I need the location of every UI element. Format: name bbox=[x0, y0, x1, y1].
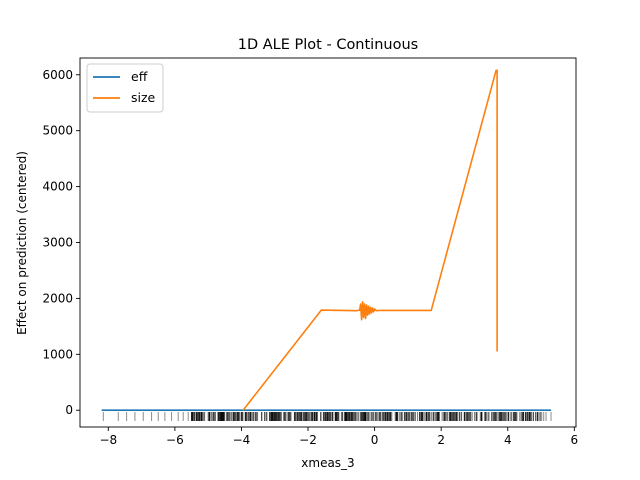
rug-marks bbox=[102, 412, 552, 421]
y-tick-label: 1000 bbox=[42, 347, 73, 361]
y-axis: 0 1000 2000 3000 4000 5000 6000 bbox=[42, 68, 80, 417]
x-axis: −8 −6 −4 −2 0 2 4 6 bbox=[99, 427, 578, 447]
y-tick-label: 2000 bbox=[42, 291, 73, 305]
plot-area bbox=[101, 69, 552, 421]
y-axis-label: Effect on prediction (centered) bbox=[15, 151, 29, 335]
y-tick-label: 3000 bbox=[42, 236, 73, 250]
x-tick-label: 6 bbox=[571, 433, 579, 447]
y-tick-label: 0 bbox=[65, 403, 73, 417]
x-tick-label: 2 bbox=[437, 433, 445, 447]
legend-label-size: size bbox=[131, 90, 156, 105]
chart-title: 1D ALE Plot - Continuous bbox=[238, 37, 418, 53]
legend-label-eff: eff bbox=[131, 69, 148, 84]
x-tick-label: 4 bbox=[504, 433, 512, 447]
x-tick-label: −2 bbox=[299, 433, 317, 447]
x-tick-label: 0 bbox=[371, 433, 379, 447]
y-tick-label: 4000 bbox=[42, 180, 73, 194]
y-tick-label: 6000 bbox=[42, 68, 73, 82]
x-tick-label: −6 bbox=[166, 433, 184, 447]
y-tick-label: 5000 bbox=[42, 124, 73, 138]
series-line-size bbox=[242, 69, 498, 411]
x-tick-label: −4 bbox=[233, 433, 251, 447]
x-axis-label: xmeas_3 bbox=[301, 456, 354, 470]
legend: eff size bbox=[86, 63, 164, 113]
legend-box bbox=[86, 63, 164, 113]
x-tick-label: −8 bbox=[99, 433, 117, 447]
